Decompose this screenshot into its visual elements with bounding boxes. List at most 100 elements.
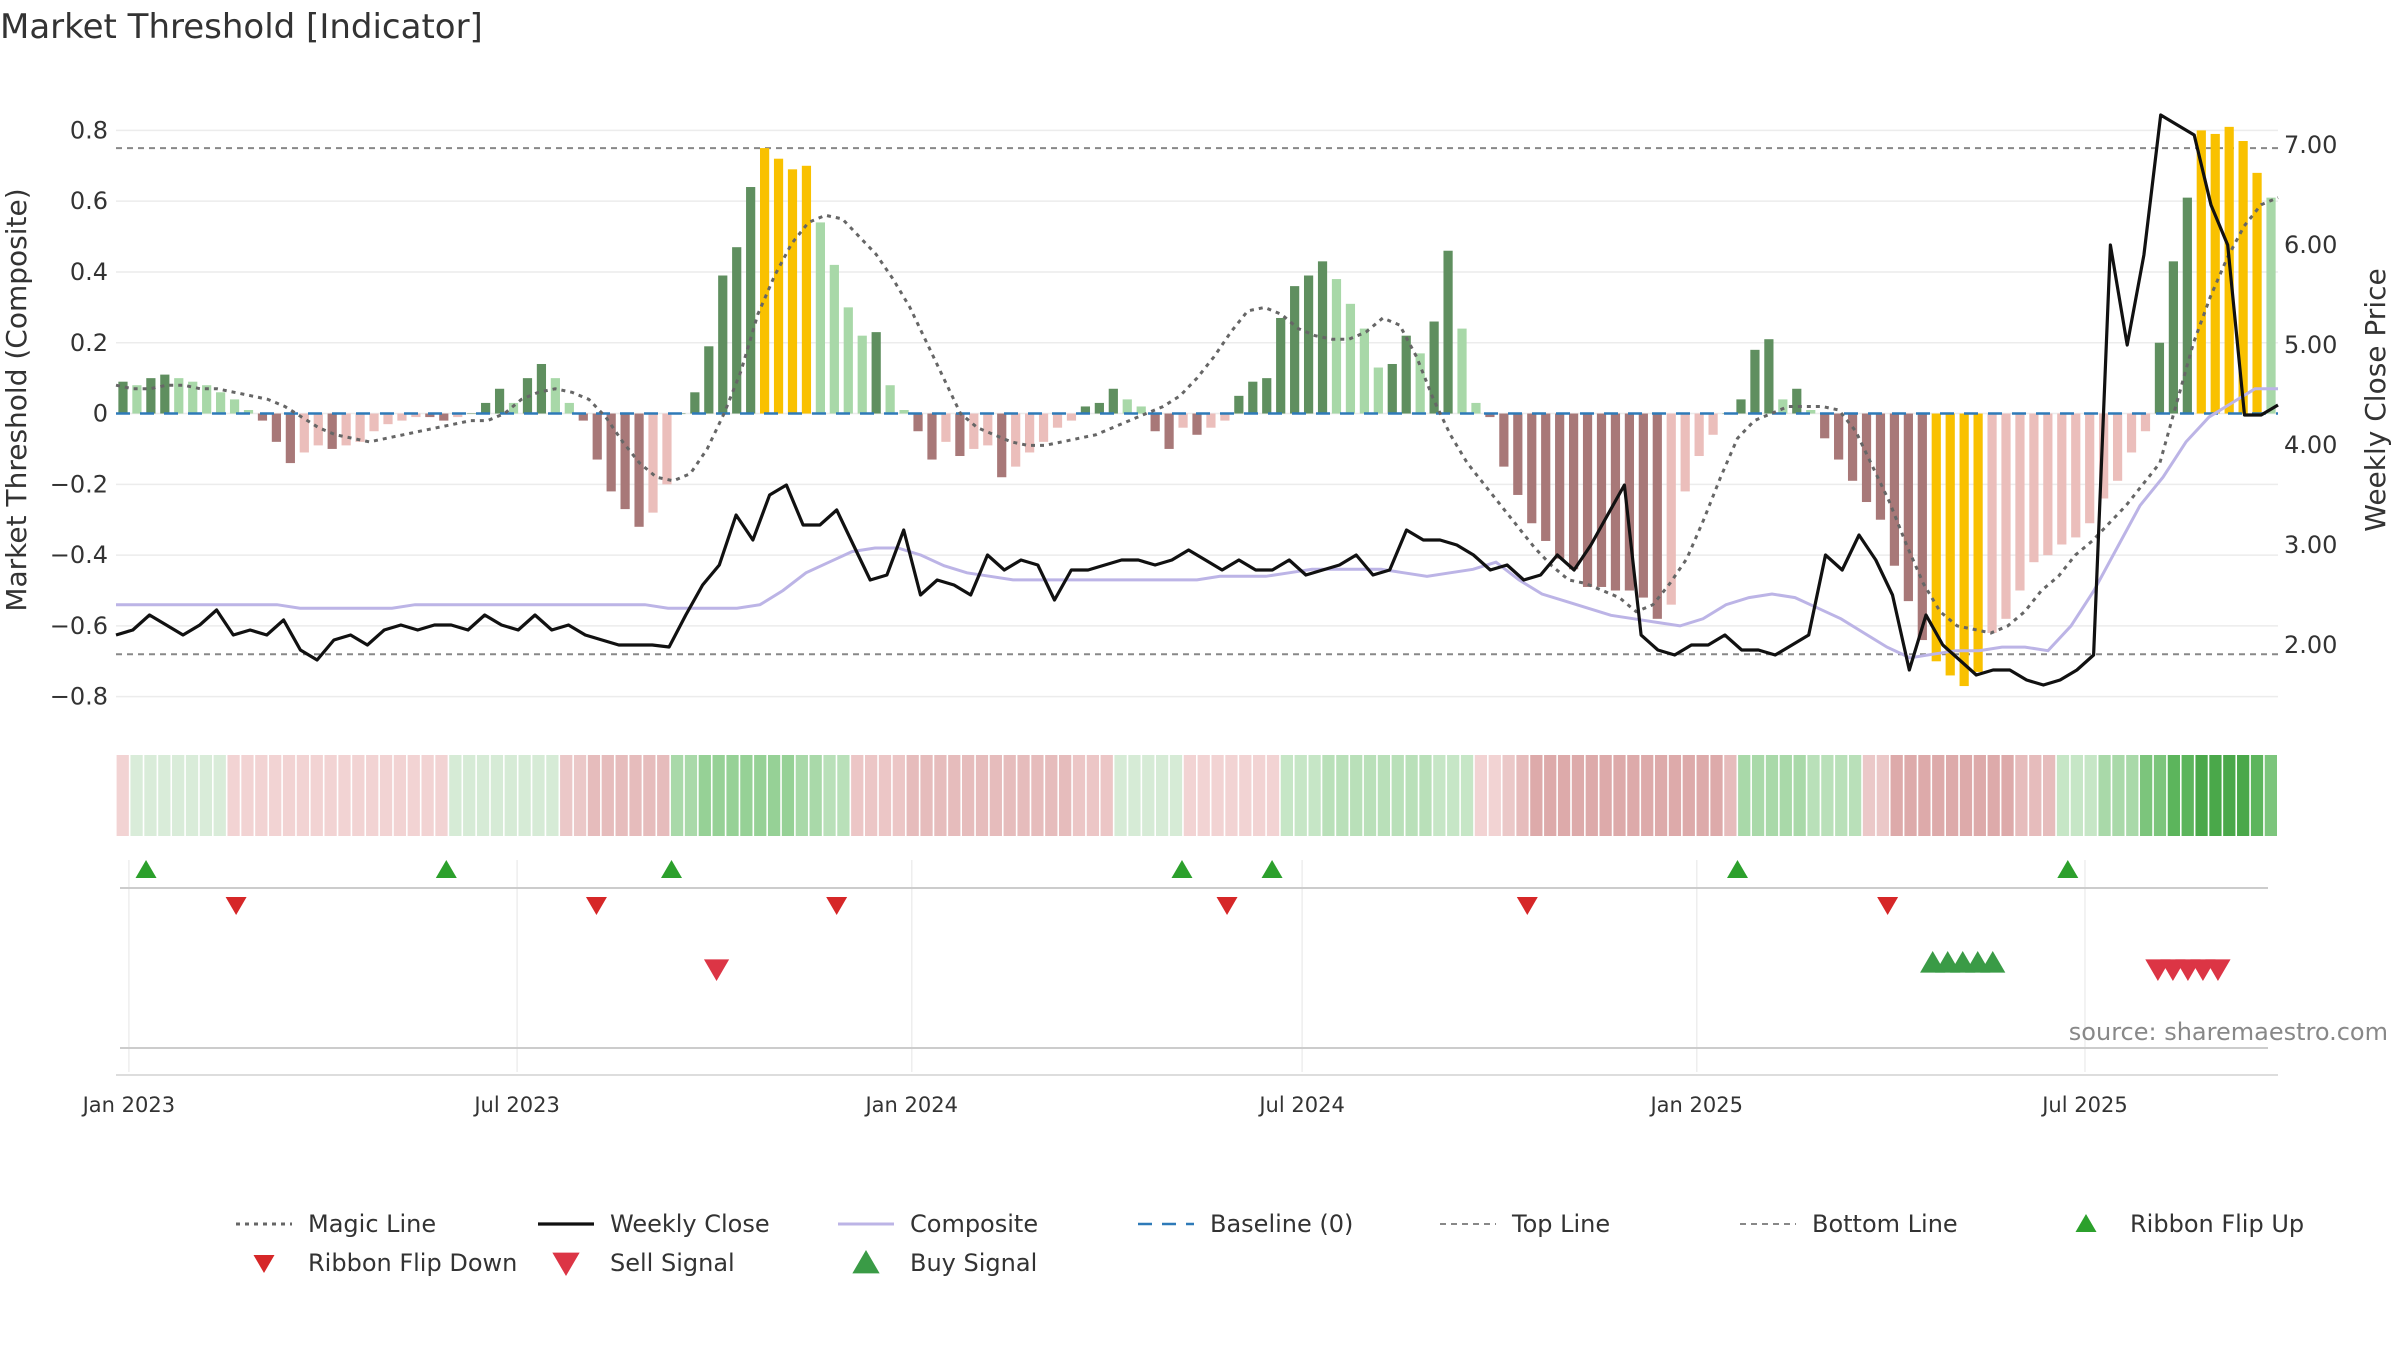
threshold-bar xyxy=(2154,342,2165,414)
threshold-bar xyxy=(2196,130,2206,414)
ribbon-segment xyxy=(2042,755,2056,836)
ribbon-segment xyxy=(1544,755,1557,836)
y-tick-label: −0.8 xyxy=(50,683,108,711)
ribbon-segment xyxy=(1751,755,1765,836)
ribbon-segment xyxy=(2223,755,2236,836)
x-tick-label: Jan 2025 xyxy=(1648,1093,1743,1117)
threshold-bar xyxy=(1164,413,1174,449)
ribbon-segment xyxy=(573,755,587,836)
threshold-bar xyxy=(983,413,993,446)
threshold-bar xyxy=(1889,413,1900,566)
threshold-bar xyxy=(1582,413,1593,587)
ribbon-segment xyxy=(712,755,725,836)
threshold-bar xyxy=(188,381,198,414)
threshold-bar xyxy=(1443,250,1453,414)
ribbon-segment xyxy=(1821,755,1834,836)
ribbon-segment xyxy=(1654,755,1668,836)
ribbon-segment xyxy=(1363,755,1377,836)
threshold-bar xyxy=(327,413,337,449)
ribbon-segment xyxy=(2126,755,2139,836)
ribbon-flip-up-marker xyxy=(1727,860,1748,878)
threshold-bar xyxy=(871,332,881,414)
threshold-bar xyxy=(1150,413,1160,432)
ribbon-segment xyxy=(213,755,226,836)
ribbon-segment xyxy=(1308,755,1321,836)
threshold-bar xyxy=(690,392,700,414)
ribbon-segment xyxy=(490,755,504,836)
y-axis-label: Market Threshold (Composite) xyxy=(0,188,33,611)
ribbon-segment xyxy=(1350,755,1363,836)
threshold-bar xyxy=(1192,413,1202,435)
ribbon-segment xyxy=(1945,755,1959,836)
ribbon-flip-up-marker xyxy=(2057,860,2079,878)
threshold-bar xyxy=(1331,279,1342,414)
ribbon-segment xyxy=(989,755,1002,836)
threshold-bar xyxy=(2085,413,2095,524)
threshold-bar xyxy=(383,413,393,425)
ribbon-segment xyxy=(158,755,171,836)
legend-label: Weekly Close xyxy=(610,1210,770,1238)
ribbon-flip-down-marker xyxy=(1877,897,1899,915)
threshold-bar xyxy=(271,413,282,442)
ribbon-segment xyxy=(643,755,656,836)
threshold-bar xyxy=(1387,363,1397,414)
ribbon-segment xyxy=(587,755,601,836)
ribbon-segment xyxy=(407,755,420,836)
ribbon-segment xyxy=(1253,755,1266,836)
ribbon-segment xyxy=(1876,755,1889,836)
ribbon-segment xyxy=(1779,755,1792,836)
ribbon-segment xyxy=(532,755,545,836)
ribbon-segment xyxy=(878,755,892,836)
threshold-bar xyxy=(592,413,602,460)
ribbon-segment xyxy=(1959,755,1973,836)
legend: Magic Line Weekly Close Composite Baseline … xyxy=(236,1210,2304,1277)
threshold-bar xyxy=(1569,413,1579,570)
threshold-bar xyxy=(1903,413,1913,602)
sell-signal-marker xyxy=(703,959,730,981)
legend-item: Ribbon Flip Down xyxy=(253,1249,517,1277)
composite-line xyxy=(116,387,2278,660)
ribbon-segment xyxy=(2056,755,2070,836)
threshold-bar xyxy=(313,413,323,446)
ribbon-flip-up-marker xyxy=(1261,860,1283,878)
ribbon-segment xyxy=(1627,755,1640,836)
ribbon-segment xyxy=(1516,755,1529,836)
threshold-bar xyxy=(1666,413,1676,605)
ribbon-segment xyxy=(199,755,213,836)
ribbon-segment xyxy=(1599,755,1612,836)
ribbon-segment xyxy=(781,755,795,836)
ribbon-segment xyxy=(421,755,434,836)
threshold-bar xyxy=(2210,133,2220,414)
ribbon-segment xyxy=(2084,755,2097,836)
threshold-bar xyxy=(397,413,407,421)
threshold-bar xyxy=(746,187,756,414)
ribbon-flip-down-marker xyxy=(225,897,247,915)
threshold-bar xyxy=(606,413,616,492)
threshold-bar xyxy=(2266,197,2276,414)
series-lines xyxy=(115,113,2279,687)
threshold-bar xyxy=(955,413,965,457)
ribbon-segment xyxy=(670,755,684,836)
x-axis-ticks: Jan 2023 Jul 2023 Jan 2024 Jul 2024 Jan 2025… xyxy=(81,1093,2128,1117)
threshold-bar xyxy=(969,413,979,449)
threshold-bar xyxy=(1373,367,1383,414)
legend-item: Sell Signal xyxy=(552,1249,735,1277)
triangle-up-icon xyxy=(852,1250,880,1274)
legend-label: Buy Signal xyxy=(910,1249,1037,1277)
ribbon-segment xyxy=(2264,755,2277,836)
ribbon-segment xyxy=(1474,755,1488,836)
threshold-bar xyxy=(2057,413,2067,545)
threshold-bar xyxy=(1276,317,1286,414)
legend-item: Bottom Line xyxy=(1740,1210,1958,1238)
trend-ribbon xyxy=(116,755,2277,836)
threshold-bar xyxy=(146,378,156,414)
ribbon-segment xyxy=(615,755,628,836)
threshold-bar xyxy=(355,413,365,442)
threshold-bar xyxy=(1499,413,1509,467)
ribbon-segment xyxy=(657,755,670,836)
threshold-bar xyxy=(1973,413,1983,672)
ribbon-segment xyxy=(172,755,185,836)
ribbon-segment xyxy=(961,755,975,836)
ribbon-segment xyxy=(1488,755,1501,836)
